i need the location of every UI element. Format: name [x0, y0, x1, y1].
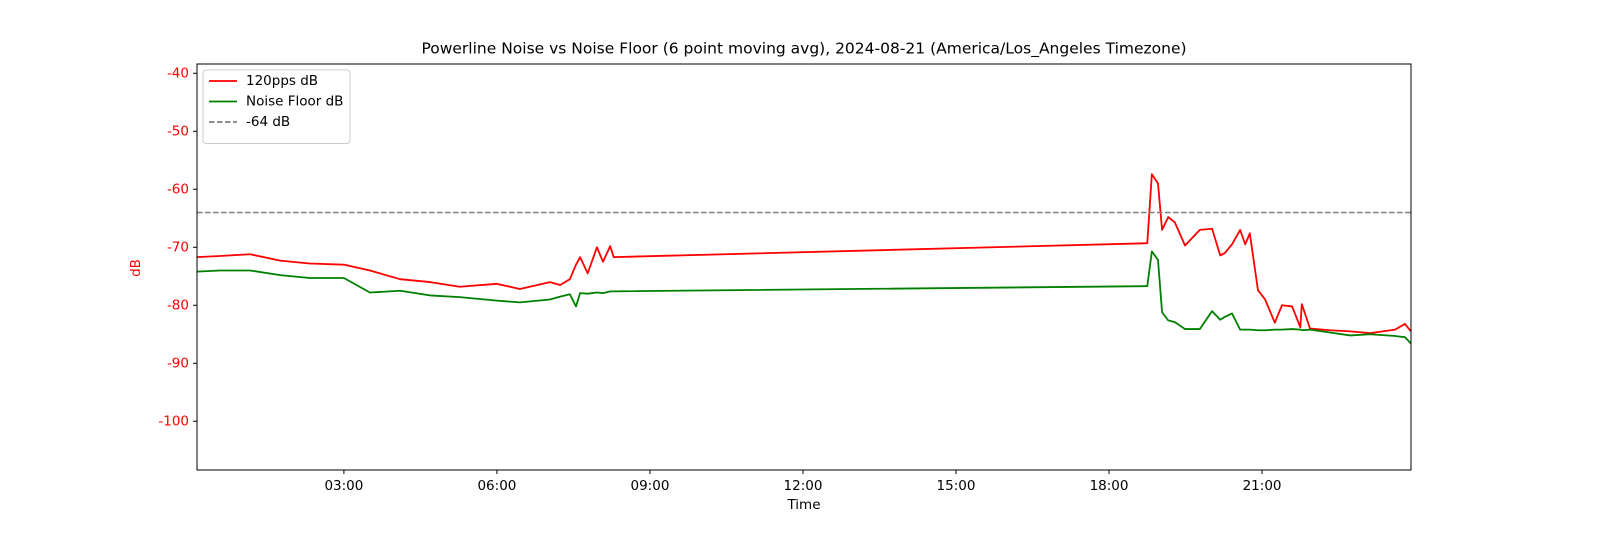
- y-tick-label: -80: [167, 297, 189, 313]
- x-tick-label: 21:00: [1243, 478, 1282, 494]
- legend-box: [202, 69, 351, 144]
- legend-label: 120pps dB: [246, 73, 318, 89]
- data-line: [196, 250, 1412, 345]
- y-tick-label: -100: [158, 413, 189, 429]
- x-tick-label: 18:00: [1090, 478, 1129, 494]
- legend-label: Noise Floor dB: [246, 94, 343, 110]
- x-tick-label: 15:00: [937, 478, 976, 494]
- y-tick-label: -70: [167, 239, 189, 255]
- x-axis-label: Time: [786, 497, 820, 513]
- y-tick-label: -50: [167, 123, 189, 139]
- legend-label: -64 dB: [246, 114, 290, 130]
- y-tick-label: -60: [167, 181, 189, 197]
- x-tick-label: 12:00: [784, 478, 823, 494]
- data-line: [196, 173, 1412, 335]
- x-tick-label: 09:00: [631, 478, 670, 494]
- x-tick-label: 03:00: [324, 478, 363, 494]
- y-axis-label: dB: [128, 259, 144, 277]
- y-tick-label: -90: [167, 355, 189, 371]
- x-tick-label: 06:00: [477, 478, 516, 494]
- plot-frame: [196, 63, 1412, 471]
- y-tick-label: -40: [167, 65, 189, 81]
- chart-title: Powerline Noise vs Noise Floor (6 point …: [421, 40, 1186, 59]
